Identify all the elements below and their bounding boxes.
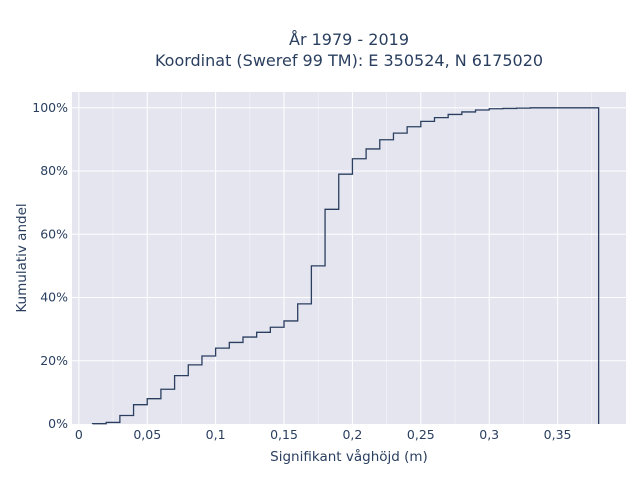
y-tick-label: 40%: [40, 290, 68, 305]
chart-title-line-1: År 1979 - 2019: [289, 30, 409, 49]
y-axis-ticks: 0% 20% 40% 60% 80% 100%: [32, 100, 68, 431]
plot-area: [72, 92, 626, 424]
y-axis-title: Kumulativ andel: [14, 203, 30, 312]
grid: [72, 92, 626, 424]
y-tick-label: 0%: [48, 416, 68, 431]
x-axis-ticks: 0 0,05 0,1 0,15 0,2 0,25 0,3 0,35: [75, 427, 572, 442]
x-tick-label: 0,05: [133, 427, 161, 442]
y-tick-label: 20%: [40, 353, 68, 368]
x-tick-label: 0,25: [407, 427, 435, 442]
y-tick-label: 100%: [32, 100, 68, 115]
x-tick-label: 0,1: [206, 427, 226, 442]
x-tick-label: 0: [75, 427, 83, 442]
y-tick-label: 60%: [40, 226, 68, 241]
x-tick-label: 0,3: [479, 427, 499, 442]
x-tick-label: 0,2: [342, 427, 362, 442]
cumulative-step-line: [91, 107, 600, 425]
chart-title-line-2: Koordinat (Sweref 99 TM): E 350524, N 61…: [155, 51, 543, 70]
x-tick-label: 0,35: [544, 427, 572, 442]
x-axis-title: Signifikant våghöjd (m): [270, 448, 428, 465]
series-layer: [91, 107, 600, 425]
y-tick-label: 80%: [40, 163, 68, 178]
x-tick-label: 0,15: [270, 427, 298, 442]
